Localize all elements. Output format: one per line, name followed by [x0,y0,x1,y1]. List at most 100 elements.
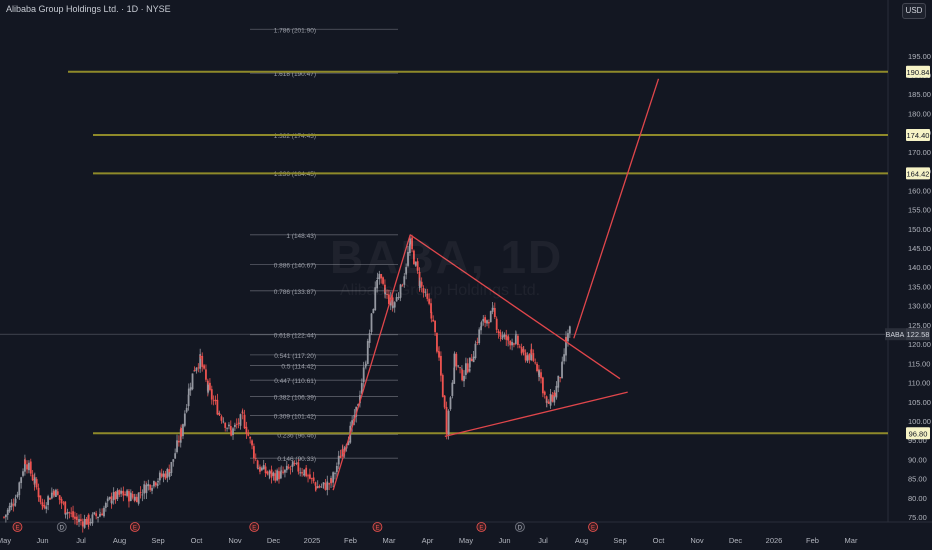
event-marker-label: E [15,526,19,532]
x-tick-label: Nov [228,536,242,545]
candle-body [220,416,223,421]
candle-body [386,294,388,295]
candle-body [565,337,567,356]
candle-body [20,477,23,483]
candle-body [559,377,562,379]
candle-body [272,472,275,476]
candle-body [484,317,487,323]
candle-body [112,492,115,501]
candle-body [110,500,113,504]
fib-level-label: 1.786 (201.90) [274,27,316,34]
candle-body [66,512,69,514]
candle-body [549,393,552,406]
candle-body [106,498,109,502]
candle-body [401,285,404,287]
fib-level-label: 0.886 (140.67) [274,263,316,270]
candle-body [85,518,88,525]
y-tick-label: 135.00 [908,282,931,291]
candle-body [370,313,373,332]
y-tick-label: 140.00 [908,263,931,272]
candle-body [378,273,381,280]
candle-body [507,336,510,341]
event-marker-label: D [518,526,523,532]
candle-body [235,423,238,425]
candle-body [486,320,488,324]
candle-body [39,495,42,503]
candle-body [553,392,556,397]
x-tick-label: 2025 [304,536,321,545]
candle-body [387,294,390,305]
candle-body [499,337,502,339]
candle-body [291,461,294,466]
candle-body [393,302,396,308]
candle-body [226,427,228,429]
event-marker-label: E [252,526,256,532]
y-tick-label: 130.00 [908,302,931,311]
candle-body [399,284,402,298]
candle-body [149,484,152,490]
candle-body [551,395,554,402]
level-badge [906,128,930,141]
candle-body [503,334,506,337]
candle-body [74,516,76,519]
last-price-badge [906,328,930,341]
candle-body [287,466,290,469]
candle-body [239,414,242,426]
y-tick-label: 80.00 [908,494,927,503]
candle-body [79,519,82,521]
candle-body [543,391,546,395]
x-tick-label: 2026 [766,536,783,545]
candle-body [62,502,65,504]
candle-body [476,342,479,343]
currency-button[interactable]: USD [902,3,926,19]
candle-body [199,356,202,357]
candle-body [532,353,535,361]
candle-body [422,288,425,293]
candle-body [282,471,284,473]
candle-body [368,333,371,343]
y-tick-label: 110.00 [908,379,930,388]
candle-body [256,460,259,469]
candle-body [463,375,465,382]
candle-body [285,465,288,471]
candle-body [28,462,30,471]
candle-body [243,414,246,429]
candle-body [280,470,283,472]
candle-body [357,404,359,406]
earnings-event-icon [249,522,260,532]
candle-body [459,367,461,369]
candle-body [480,322,483,327]
level-badge [906,167,930,180]
candle-body [104,502,107,508]
candle-body [362,367,365,383]
y-tick-label: 150.00 [908,225,931,234]
candle-body [147,483,150,487]
candle-body [260,467,263,471]
dividend-event-icon [515,522,525,532]
candle-body [12,504,15,506]
candle-body [29,461,32,474]
y-tick-label: 195.00 [908,52,931,61]
candle-body [97,516,99,518]
y-tick-label: 180.00 [908,109,931,118]
candle-body [441,375,444,397]
candle-body [222,421,225,423]
candle-body [440,355,442,376]
candle-body [299,472,302,474]
candle-body [405,267,408,275]
candle-body [376,279,379,289]
candle-body [380,274,383,279]
candle-body [68,512,71,514]
candle-body [438,351,440,358]
x-tick-label: Dec [729,536,743,545]
candle-body [382,277,384,284]
candle-body [310,478,313,479]
candle-body [50,492,53,499]
candle-body [249,436,252,439]
candle-body [453,367,456,384]
candle-body [489,311,492,323]
candle-body [187,388,190,396]
candle-body [31,474,34,481]
